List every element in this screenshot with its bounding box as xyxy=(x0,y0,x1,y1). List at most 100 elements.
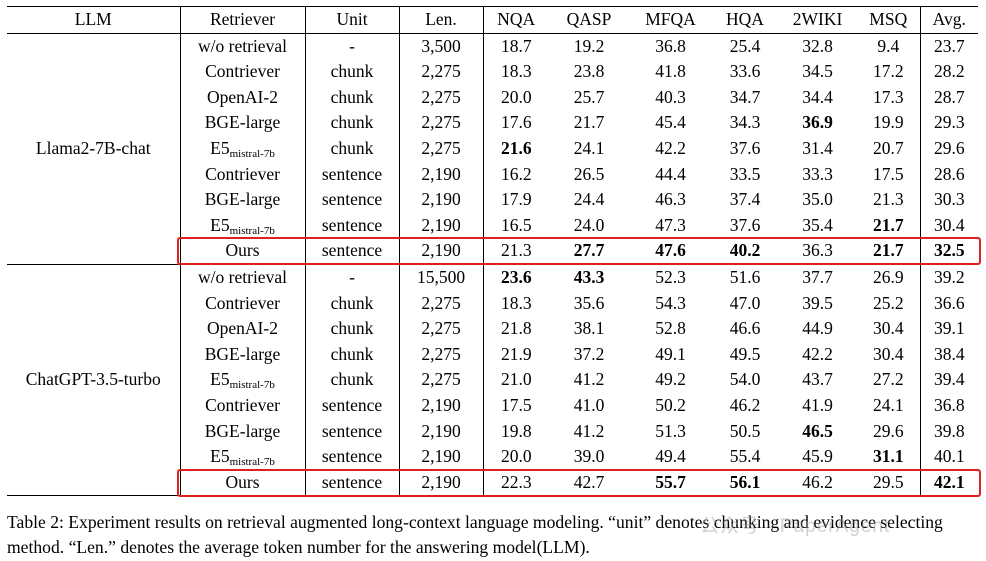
len-cell: 2,190 xyxy=(398,161,483,188)
retriever-name: E5 xyxy=(210,137,230,158)
mfqa-score-cell: 54.3 xyxy=(655,292,686,313)
hqa-score-cell: 40.2 xyxy=(729,240,761,261)
header-llm: LLM xyxy=(74,9,112,29)
retriever-name: w/o retrieval xyxy=(198,266,287,287)
unit-cell: sentence xyxy=(304,187,399,213)
hqa-score-cell: 54.0 xyxy=(729,369,761,390)
llm-name-cell: ChatGPT-3.5-turbo xyxy=(25,369,161,390)
header-mfqa: MFQA xyxy=(645,9,696,29)
retriever-cell: Contriever xyxy=(179,392,305,419)
retriever-subscript: mistral-7b xyxy=(229,379,275,392)
msq-score-cell: 9.4 xyxy=(877,35,900,56)
2wiki-score-cell: 36.9 xyxy=(802,112,833,133)
len-cell: 2,275 xyxy=(398,290,483,317)
avg-score-cell: 28.7 xyxy=(919,84,978,111)
2wiki-score-cell: 42.2 xyxy=(802,343,833,364)
mfqa-score-cell: 42.2 xyxy=(655,137,686,158)
retriever-name: Contriever xyxy=(205,394,280,415)
avg-score-cell: 30.4 xyxy=(919,212,978,239)
header-avg: Avg. xyxy=(919,6,978,34)
mfqa-score-cell: 47.3 xyxy=(655,214,686,235)
retriever-name: E5 xyxy=(210,446,230,467)
table-row: Contriever chunk 2,275 18.3 23.8 41.8 33.6 34.5… xyxy=(7,59,978,85)
nqa-score-cell: 18.3 xyxy=(482,290,549,317)
header-hqa: HQA xyxy=(726,9,764,29)
nqa-score-cell: 20.0 xyxy=(482,84,549,111)
len-cell: 2,275 xyxy=(398,135,483,162)
mfqa-score-cell: 46.3 xyxy=(655,189,686,210)
unit-cell: chunk xyxy=(304,316,399,342)
retriever-subscript: mistral-7b xyxy=(229,456,275,469)
retriever-name: BGE-large xyxy=(204,343,281,364)
unit-cell: sentence xyxy=(304,161,399,188)
nqa-score-cell: 17.5 xyxy=(482,392,549,419)
header-msq: MSQ xyxy=(869,9,908,29)
retriever-cell: w/o retrieval xyxy=(179,264,305,291)
retriever-cell: Contriever xyxy=(179,161,305,188)
table-row-ours: Ours sentence 2,190 21.3 27.7 47.6 40.2 36.3 21.… xyxy=(7,238,978,265)
2wiki-score-cell: 34.4 xyxy=(802,86,833,107)
mfqa-score-cell: 44.4 xyxy=(655,163,686,184)
msq-score-cell: 17.3 xyxy=(872,86,904,107)
table-row: Contriever sentence 2,190 17.5 41.0 50.2 46.2 4… xyxy=(7,392,978,419)
unit-cell: sentence xyxy=(304,238,399,265)
table-row: E5mistral-7b sentence 2,190 16.5 24.0 47.3 37.… xyxy=(7,212,978,239)
table-caption: Table 2: Experiment results on retrieval… xyxy=(7,512,943,557)
hqa-score-cell: 25.4 xyxy=(729,35,761,56)
qasp-score-cell: 39.0 xyxy=(573,446,605,467)
avg-score-cell: 23.7 xyxy=(919,33,978,60)
header-row: LLM Retriever Unit Len. NQA QASP MFQA HQ… xyxy=(7,6,978,34)
table-row: BGE-large sentence 2,190 19.8 41.2 51.3 50.5 46… xyxy=(7,418,978,445)
retriever-subscript: mistral-7b xyxy=(229,147,275,160)
unit-cell: chunk xyxy=(304,367,399,393)
msq-score-cell: 21.3 xyxy=(872,189,904,210)
table-row: Contriever chunk 2,275 18.3 35.6 54.3 47.0 39.5… xyxy=(7,290,978,317)
retriever-name: Contriever xyxy=(205,163,280,184)
retriever-name: Contriever xyxy=(205,61,280,82)
qasp-score-cell: 27.7 xyxy=(573,240,605,261)
len-cell: 2,190 xyxy=(398,469,483,496)
llm-name-cell: Llama2-7B-chat xyxy=(35,137,151,158)
avg-score-cell: 30.3 xyxy=(919,187,978,213)
msq-score-cell: 30.4 xyxy=(872,343,904,364)
unit-cell: sentence xyxy=(304,212,399,239)
table-row: BGE-large sentence 2,190 17.9 24.4 46.3 37.4 35… xyxy=(7,187,978,213)
nqa-score-cell: 21.8 xyxy=(482,316,549,342)
msq-score-cell: 17.2 xyxy=(872,61,904,82)
len-cell: 2,275 xyxy=(398,110,483,136)
retriever-cell: BGE-large xyxy=(179,341,305,368)
retriever-name: BGE-large xyxy=(204,420,281,441)
retriever-name: w/o retrieval xyxy=(198,35,287,56)
unit-cell: chunk xyxy=(304,341,399,368)
hqa-score-cell: 46.2 xyxy=(729,394,761,415)
qasp-score-cell: 23.8 xyxy=(573,61,605,82)
nqa-score-cell: 21.6 xyxy=(482,135,549,162)
hqa-score-cell: 33.5 xyxy=(729,163,761,184)
hqa-score-cell: 34.3 xyxy=(729,112,761,133)
msq-score-cell: 31.1 xyxy=(872,446,904,467)
header-len: Len. xyxy=(398,6,483,34)
hqa-score-cell: 56.1 xyxy=(729,471,761,492)
len-cell: 2,275 xyxy=(398,341,483,368)
retriever-name: Contriever xyxy=(205,292,280,313)
unit-cell: sentence xyxy=(304,418,399,445)
unit-cell: - xyxy=(304,264,399,291)
msq-score-cell: 24.1 xyxy=(872,394,904,415)
table-row: OpenAI-2 chunk 2,275 21.8 38.1 52.8 46.6 44.9 30… xyxy=(7,316,978,342)
msq-score-cell: 25.2 xyxy=(872,292,904,313)
retriever-cell: BGE-large xyxy=(179,110,305,136)
retriever-cell: E5mistral-7b xyxy=(179,212,305,239)
2wiki-score-cell: 34.5 xyxy=(802,61,833,82)
2wiki-score-cell: 37.7 xyxy=(802,266,833,287)
avg-score-cell: 39.4 xyxy=(919,367,978,393)
avg-score-cell: 36.8 xyxy=(919,392,978,419)
header-2wiki: 2WIKI xyxy=(792,9,843,29)
len-cell: 2,275 xyxy=(398,59,483,85)
msq-score-cell: 26.9 xyxy=(872,266,904,287)
unit-cell: sentence xyxy=(304,469,399,496)
table-row: Contriever sentence 2,190 16.2 26.5 44.4 33.5 3… xyxy=(7,161,978,188)
hqa-score-cell: 49.5 xyxy=(729,343,761,364)
hqa-score-cell: 34.7 xyxy=(729,86,761,107)
avg-score-cell: 39.1 xyxy=(919,316,978,342)
msq-score-cell: 20.7 xyxy=(872,137,904,158)
